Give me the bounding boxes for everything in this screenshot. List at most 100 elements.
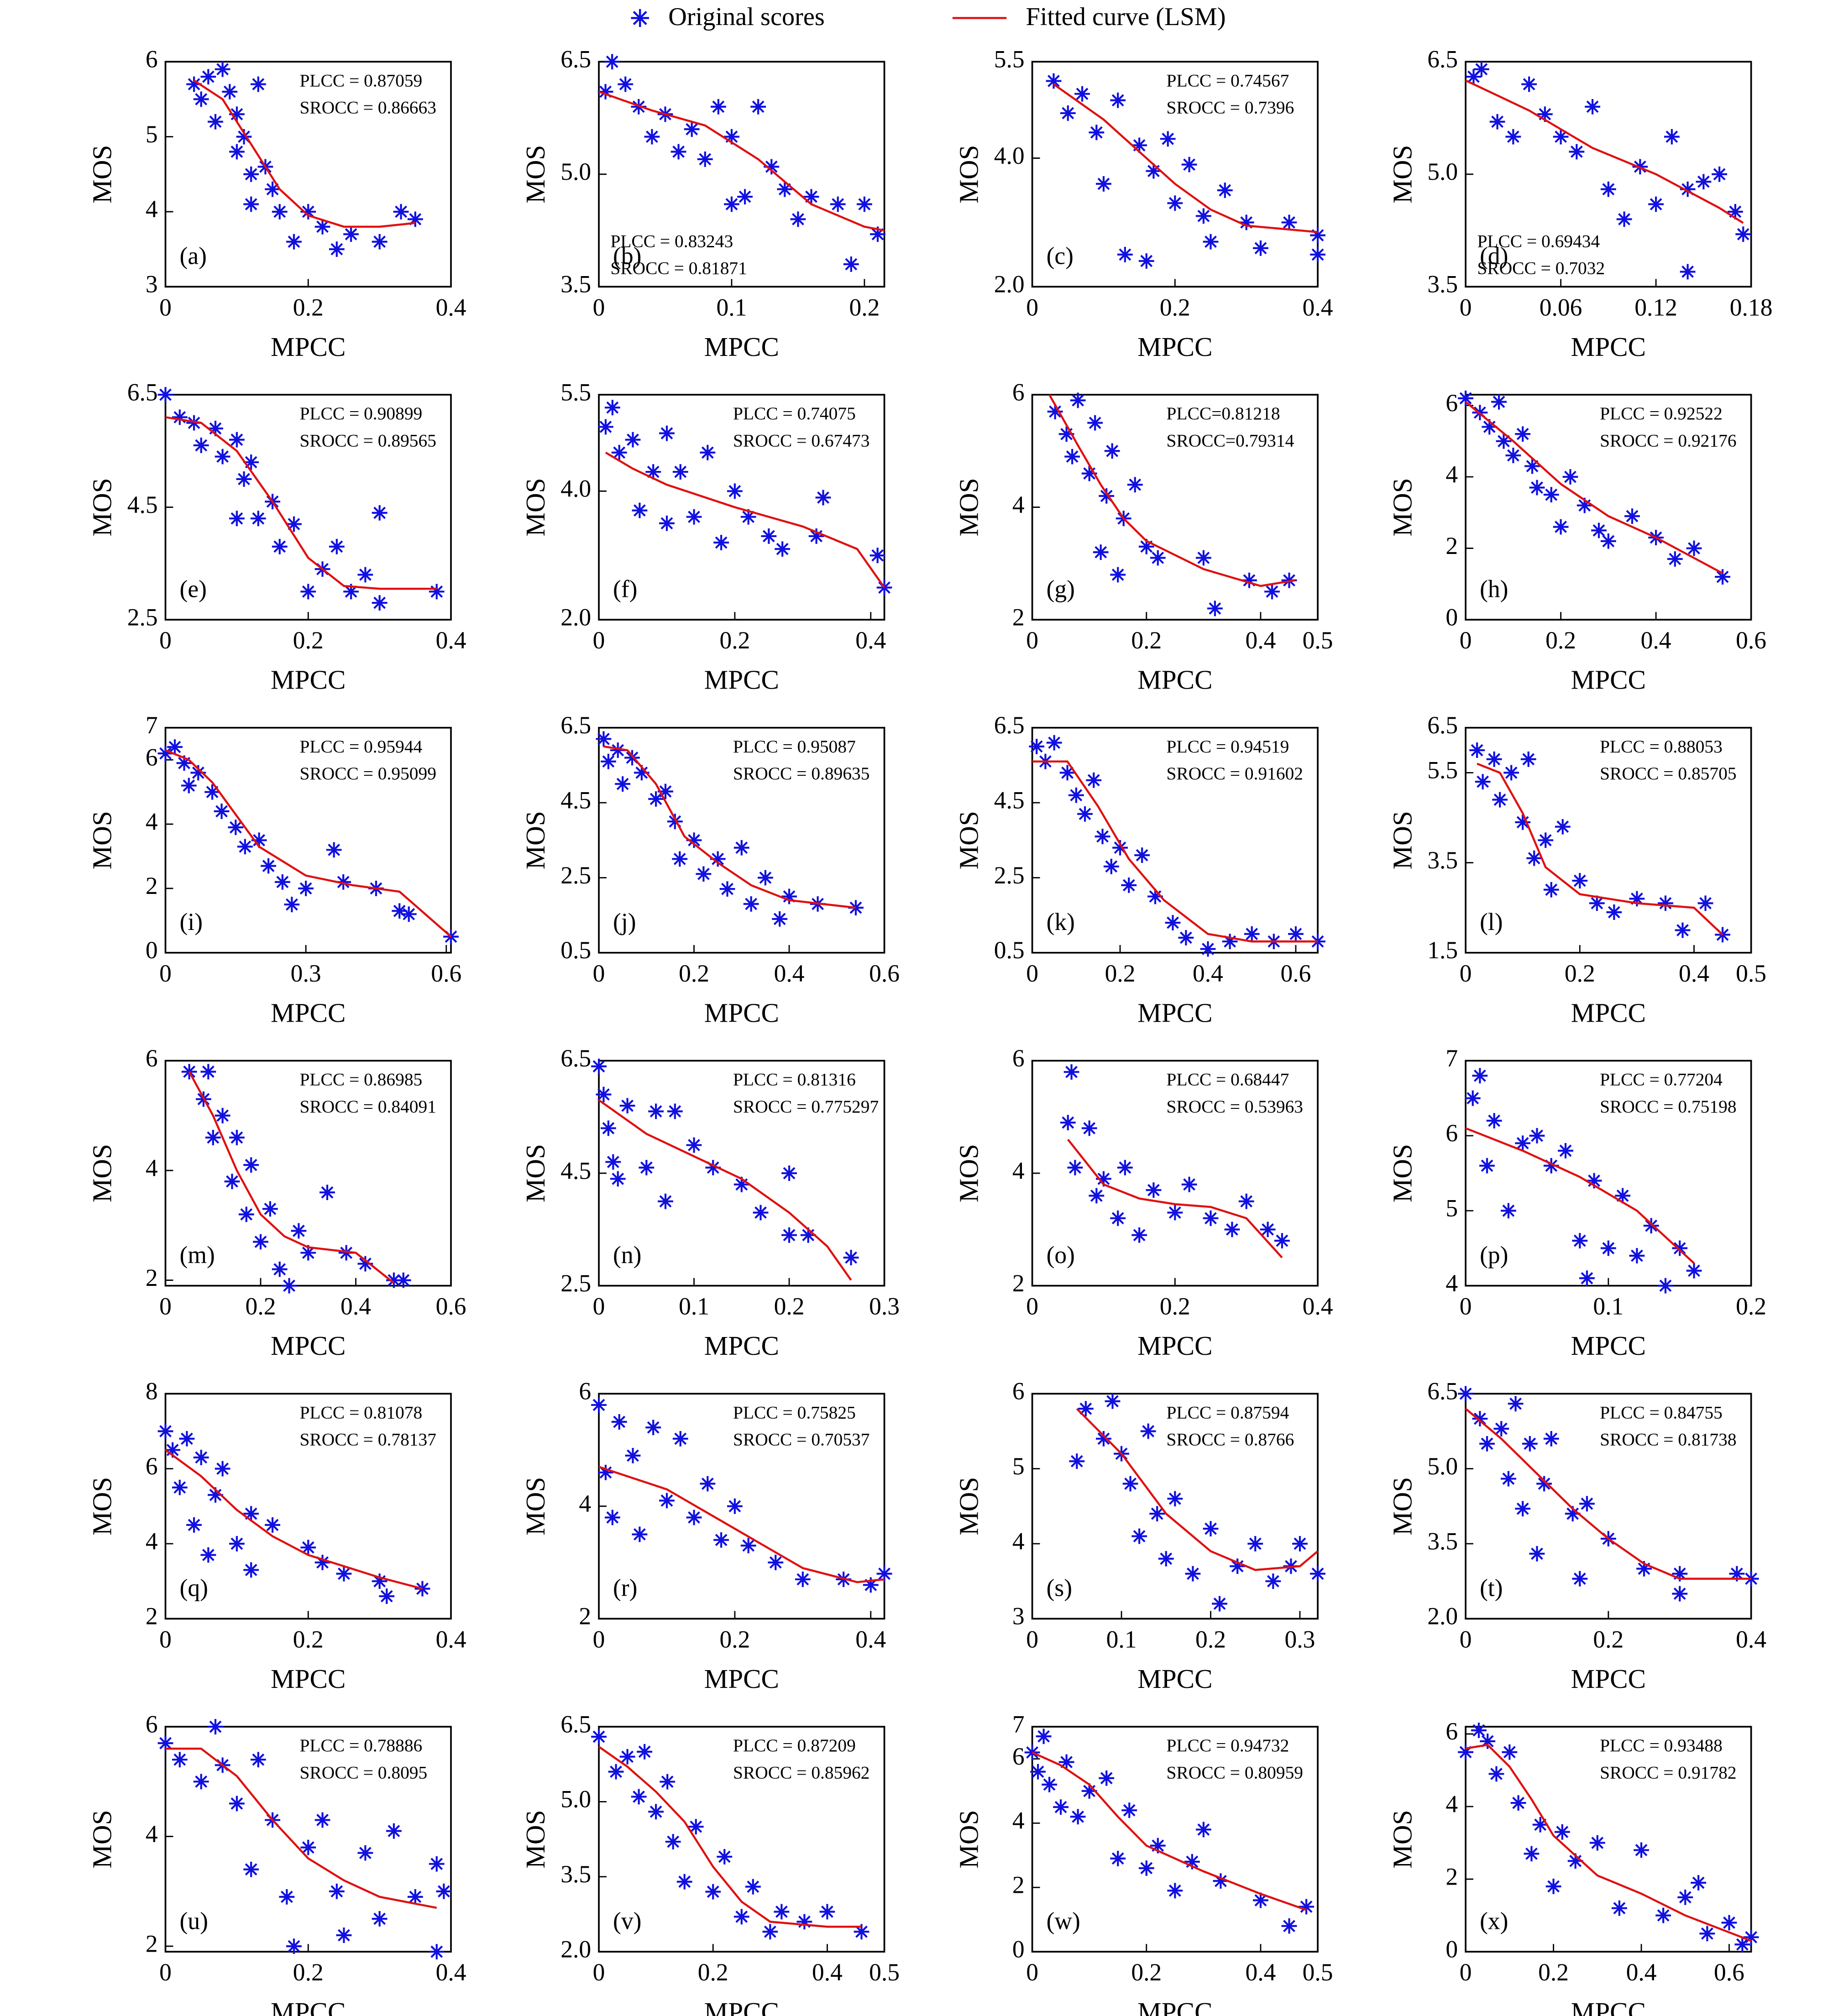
data-point (1536, 1476, 1552, 1492)
x-tick-label: 0.4 (1246, 627, 1276, 654)
data-point (1699, 1926, 1715, 1942)
plot-frame (598, 1060, 885, 1287)
data-point (1200, 941, 1216, 957)
subplot: 0 0.2 0.4 0.5 0 2 4 6 7 MPCC MOS PLCC = 0.94732 SROC… (954, 1710, 1333, 2016)
data-point (157, 746, 173, 762)
data-point (284, 897, 300, 913)
annotation: SROCC = 0.80959 (1167, 1762, 1303, 1782)
data-point (1579, 1496, 1595, 1512)
subplot: 0 0.3 0.6 0 2 4 6 7 MPCC MOS PLCC = 0.95944 SROCC =… (87, 711, 462, 1028)
data-point (1496, 433, 1512, 449)
y-axis-label: MOS (954, 1810, 984, 1868)
data-point (610, 1171, 626, 1187)
data-point (870, 226, 885, 242)
data-point (710, 851, 726, 867)
data-point (686, 1137, 702, 1153)
subplot: 0 0.2 0.4 2 4 6 MPCC MOS PLCC = 0.78886 SROCC = 0… (87, 1710, 466, 2016)
data-point (713, 1532, 729, 1548)
x-tick-label: 0 (1460, 1959, 1472, 1986)
data-point (705, 1884, 721, 1900)
legend-marker (631, 9, 649, 27)
data-point (863, 1577, 879, 1593)
x-axis-label: MPCC (1137, 665, 1212, 695)
y-tick-label: 6 (1445, 1718, 1458, 1745)
plot-frame (1465, 394, 1752, 621)
data-point (1629, 891, 1645, 907)
data-point (611, 1414, 627, 1430)
data-point (632, 502, 648, 518)
data-point (205, 1129, 221, 1145)
data-point (1501, 1203, 1516, 1219)
data-point (1696, 174, 1712, 190)
y-tick-label: 2.5 (560, 862, 591, 889)
y-tick-label: 5 (146, 120, 158, 148)
data-point (727, 483, 743, 499)
data-point (697, 151, 713, 167)
data-point (686, 1509, 702, 1525)
data-point (1238, 1193, 1254, 1209)
data-point (1492, 792, 1508, 808)
data-point (761, 528, 777, 544)
x-tick-label: 0.2 (1545, 627, 1576, 654)
y-tick-label: 5 (1445, 1195, 1458, 1222)
annotation: SROCC = 0.775297 (733, 1097, 879, 1117)
y-tick-label: 2.5 (127, 603, 158, 631)
annotation: PLCC = 0.81316 (733, 1070, 856, 1090)
data-point (790, 211, 806, 227)
data-point (1146, 163, 1162, 179)
data-point (1486, 751, 1502, 767)
data-point (1529, 1546, 1545, 1562)
panel-label: (q) (180, 1574, 208, 1602)
y-tick-label: 4.5 (994, 786, 1025, 814)
y-tick-label: 4.0 (994, 142, 1025, 169)
x-axis-label: MPCC (1571, 1997, 1646, 2016)
data-point (631, 1789, 647, 1805)
x-tick-label: 0 (1026, 1959, 1038, 1986)
x-tick-label: 0.2 (1565, 960, 1595, 987)
panel-label: (g) (1047, 575, 1075, 602)
y-tick-label: 4 (1445, 1790, 1458, 1818)
data-point (1138, 538, 1154, 554)
y-tick-label: 2 (579, 1603, 591, 1630)
x-tick-label: 0.1 (1106, 1625, 1137, 1653)
data-point (1554, 1824, 1570, 1840)
data-point (1572, 1571, 1588, 1587)
data-point (1103, 858, 1119, 874)
data-point (1515, 426, 1531, 442)
data-point (1491, 394, 1507, 410)
data-point (764, 159, 780, 175)
data-point (261, 858, 277, 874)
y-axis-label: MOS (1387, 145, 1417, 204)
x-tick-label: 0.4 (1626, 1959, 1657, 1986)
annotation: PLCC = 0.86985 (300, 1070, 423, 1090)
data-point (291, 1223, 307, 1239)
y-axis-label: MOS (954, 1144, 984, 1202)
data-point (193, 1774, 209, 1790)
data-point (815, 490, 831, 506)
data-point (1515, 1135, 1531, 1151)
data-point (1140, 1423, 1156, 1439)
data-point (1472, 1068, 1488, 1084)
data-point (208, 421, 223, 436)
subplot: 0 0.06 0.12 0.18 3.5 5.0 6.5 MPCC MOS PLCC = 0.69… (1387, 46, 1772, 362)
data-point (1529, 1128, 1545, 1144)
data-point (343, 226, 359, 242)
data-point (624, 750, 640, 766)
annotation: SROCC=0.79314 (1167, 430, 1294, 450)
data-point (204, 784, 220, 800)
data-point (733, 840, 749, 856)
y-tick-label: 6.5 (1427, 1378, 1458, 1405)
data-point (1721, 1915, 1737, 1931)
data-point (1505, 448, 1521, 463)
data-point (1691, 1875, 1707, 1891)
data-point (1543, 882, 1559, 898)
data-point (336, 1927, 352, 1943)
subplot: 0 0.2 0.4 2 4 6 MPCC MOS PLCC = 0.75825 SROCC = 0… (520, 1378, 892, 1694)
data-point (1167, 1491, 1183, 1507)
data-point (1569, 144, 1585, 160)
data-point (1545, 1879, 1561, 1894)
y-tick-label: 7 (1445, 1045, 1458, 1072)
annotation: PLCC = 0.87594 (1167, 1402, 1289, 1422)
data-point (286, 234, 302, 250)
data-point (1643, 1218, 1659, 1234)
